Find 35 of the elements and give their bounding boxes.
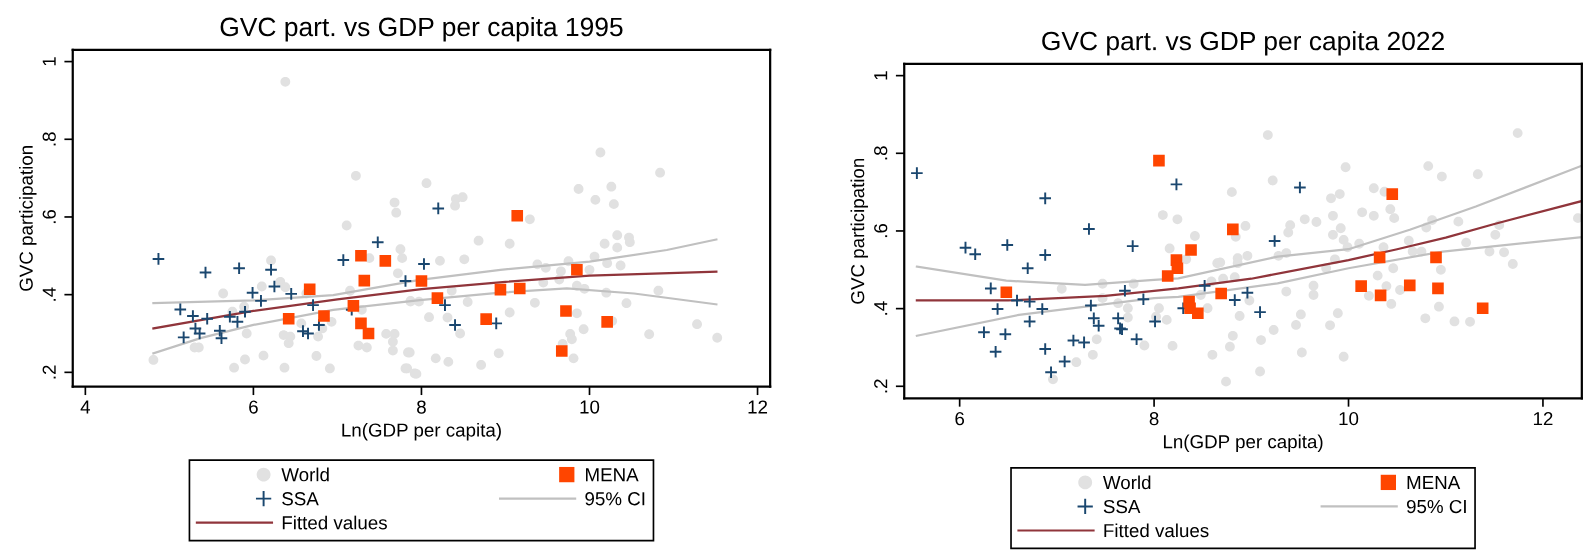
x-axis-title: Ln(GDP per capita) xyxy=(342,422,501,441)
y-tick-label: .4 xyxy=(874,301,888,315)
x-tick-label: 4 xyxy=(80,400,91,414)
legend-label: 95% CI xyxy=(585,492,645,506)
legend-label: SSA xyxy=(1103,499,1141,514)
chart-title: GVC part. vs GDP per capita 1995 xyxy=(220,16,623,42)
legend-label: 95% CI xyxy=(1406,499,1466,514)
y-tick-label: 1 xyxy=(874,71,888,80)
y-tick-label: .2 xyxy=(42,365,56,379)
chart-title: GVC part. vs GDP per capita 2022 xyxy=(1042,30,1444,56)
x-tick-label: 6 xyxy=(249,400,258,414)
y-axis-title: GVC participation xyxy=(19,146,37,291)
x-tick-label: 12 xyxy=(748,400,768,414)
y-axis-title: GVC participation xyxy=(850,158,869,304)
y-tick-label: .8 xyxy=(42,132,56,146)
y-tick-label: .6 xyxy=(42,209,56,224)
y-tick-label: .4 xyxy=(42,287,56,301)
x-tick-label: 12 xyxy=(1533,412,1553,426)
y-tick-label: .6 xyxy=(874,223,888,238)
legend-label: MENA xyxy=(586,468,639,482)
legend-label: World xyxy=(1102,475,1151,490)
legend-label: SSA xyxy=(282,492,319,506)
legend-label: Fitted values xyxy=(1104,523,1209,538)
x-axis-title: Ln(GDP per capita) xyxy=(1163,434,1323,453)
legend-label: MENA xyxy=(1407,476,1461,489)
x-tick-label: 10 xyxy=(1339,412,1359,426)
x-tick-label: 10 xyxy=(580,400,600,414)
y-tick-label: .8 xyxy=(874,146,888,160)
legend-label: World xyxy=(281,467,329,482)
x-tick-label: 8 xyxy=(417,400,426,414)
x-tick-label: 6 xyxy=(955,412,965,426)
y-tick-label: 1 xyxy=(42,57,56,66)
legend-label: Fitted values xyxy=(282,515,387,530)
y-tick-label: .2 xyxy=(874,379,888,393)
x-tick-label: 8 xyxy=(1149,412,1159,426)
